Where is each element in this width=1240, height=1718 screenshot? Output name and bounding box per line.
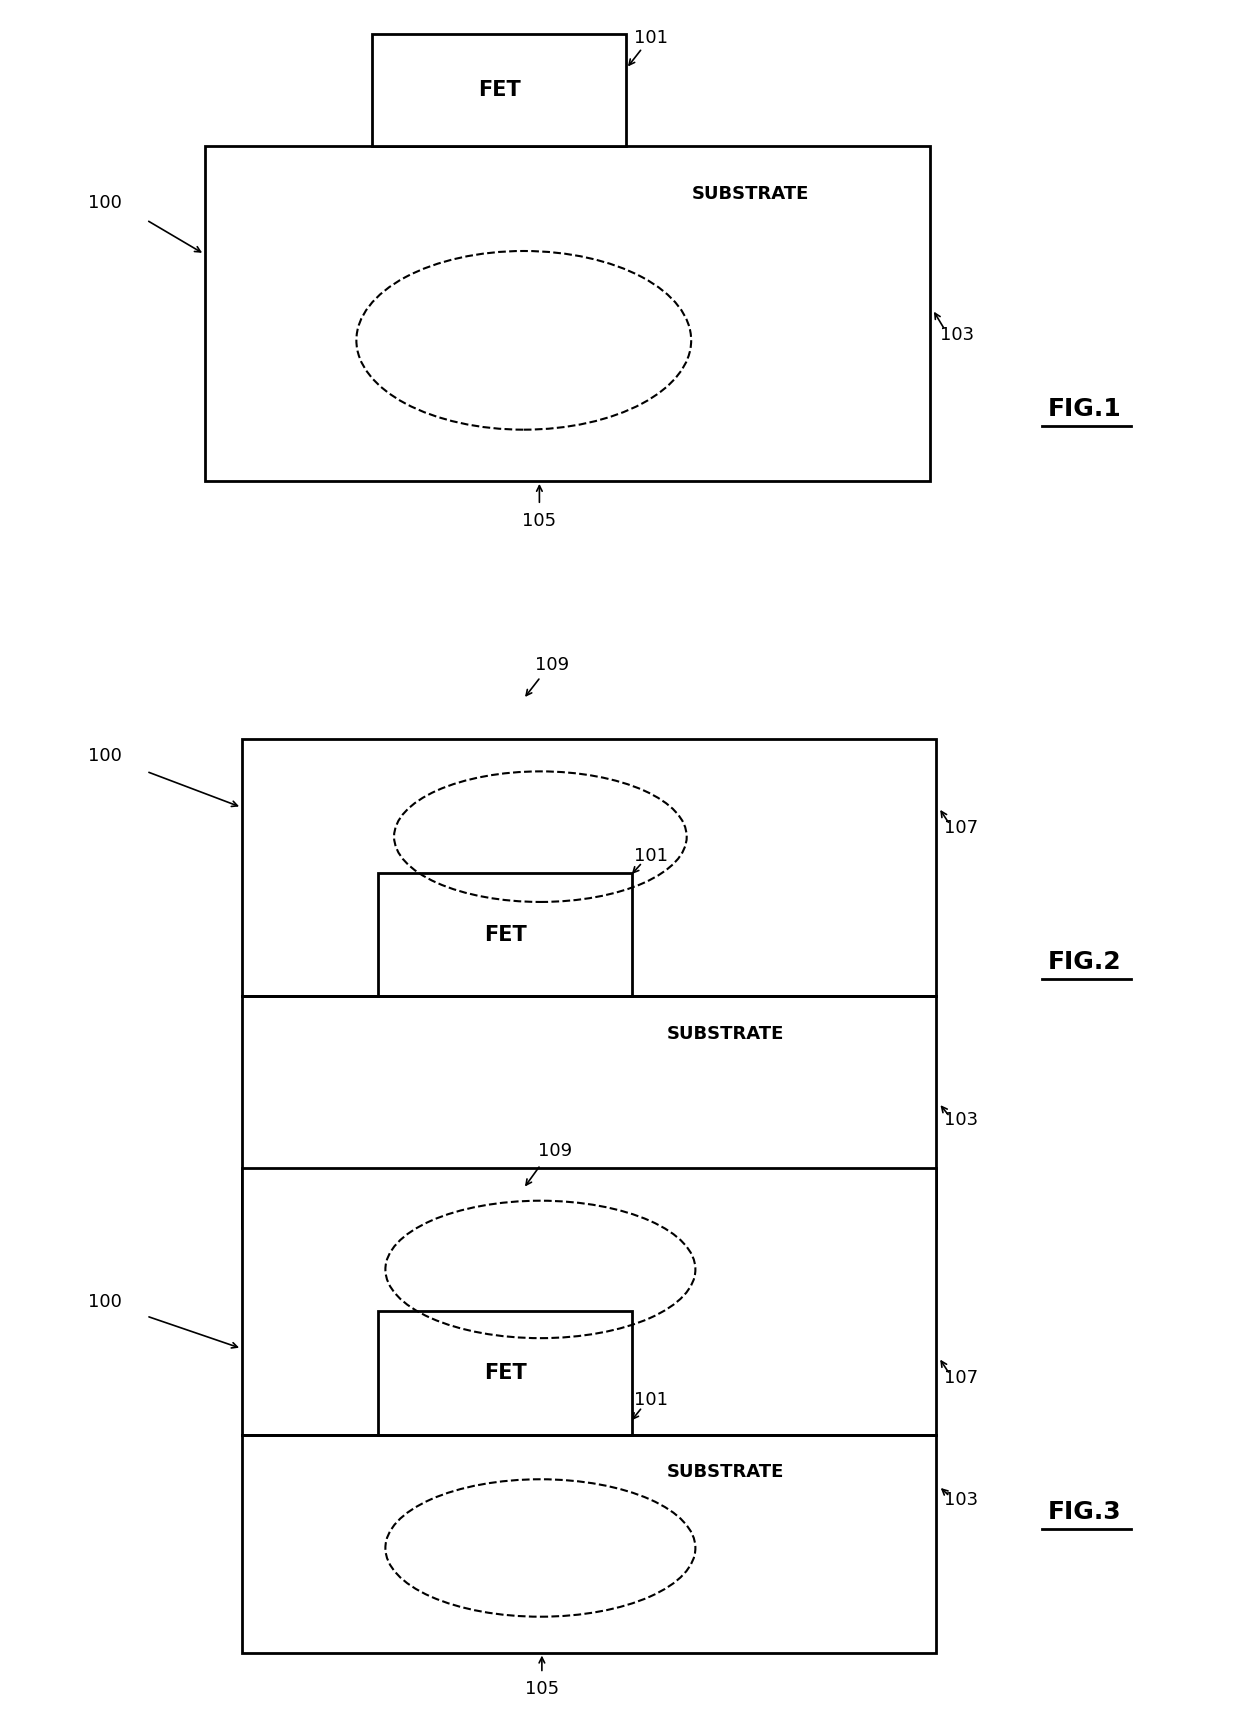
Text: 105: 105 bbox=[522, 512, 557, 529]
Text: FIG.2: FIG.2 bbox=[1048, 950, 1122, 974]
Bar bbox=[378, 873, 632, 996]
Text: 107: 107 bbox=[944, 1369, 978, 1386]
Text: FET: FET bbox=[484, 924, 527, 945]
Text: 103: 103 bbox=[944, 1112, 978, 1129]
Text: 103: 103 bbox=[940, 326, 975, 344]
Text: 109: 109 bbox=[538, 1142, 573, 1160]
Bar bbox=[242, 996, 936, 1228]
Text: SUBSTRATE: SUBSTRATE bbox=[692, 186, 808, 203]
Bar bbox=[378, 1311, 632, 1435]
Bar bbox=[205, 146, 930, 481]
Text: 101: 101 bbox=[634, 29, 668, 46]
Text: 103: 103 bbox=[944, 1491, 978, 1508]
Text: FIG.3: FIG.3 bbox=[1048, 1500, 1122, 1524]
Text: FET: FET bbox=[477, 81, 521, 100]
Text: 101: 101 bbox=[634, 1392, 668, 1409]
Text: 101: 101 bbox=[634, 847, 668, 864]
Text: 100: 100 bbox=[88, 747, 123, 765]
Text: 109: 109 bbox=[534, 656, 569, 673]
Text: SUBSTRATE: SUBSTRATE bbox=[667, 1026, 784, 1043]
Text: 105: 105 bbox=[525, 1680, 559, 1697]
Text: 107: 107 bbox=[944, 819, 978, 837]
Text: SUBSTRATE: SUBSTRATE bbox=[667, 1464, 784, 1481]
Text: FIG.1: FIG.1 bbox=[1048, 397, 1122, 421]
Bar bbox=[242, 1168, 936, 1435]
Bar bbox=[242, 1435, 936, 1653]
Text: 100: 100 bbox=[88, 1294, 123, 1311]
Text: FET: FET bbox=[484, 1362, 527, 1383]
Text: 100: 100 bbox=[88, 194, 123, 211]
Bar bbox=[372, 34, 626, 146]
Bar bbox=[242, 739, 936, 996]
